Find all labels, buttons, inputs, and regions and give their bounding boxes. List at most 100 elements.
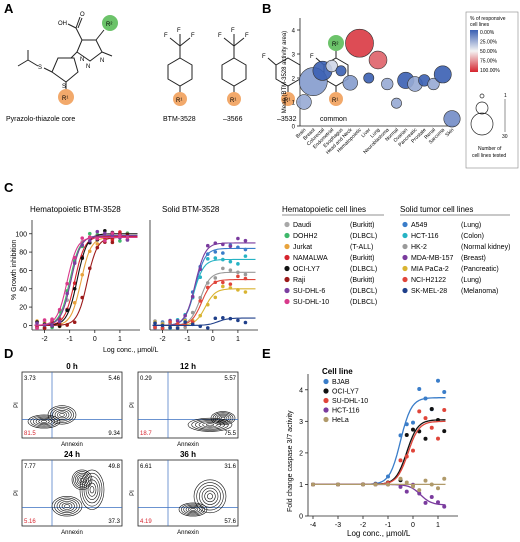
heme-curve-su-dhl-10 <box>34 236 138 326</box>
heme-point <box>50 323 54 328</box>
e-point <box>411 484 415 489</box>
e-point <box>442 476 447 481</box>
density-contour <box>181 503 205 516</box>
solid-legend-name: MIA PaCa-2 <box>411 266 449 273</box>
heme-point <box>42 318 47 322</box>
solid-legend: Solid tumor cell lines A549 (Lung) HCT-116… <box>400 205 510 295</box>
r1-circle-3528 <box>173 92 187 106</box>
f-bond-1 <box>223 37 235 47</box>
heme-point <box>72 286 77 291</box>
e-point <box>411 448 415 453</box>
f-bond-1 <box>169 37 181 47</box>
heme-point <box>57 319 62 324</box>
solid-point <box>183 314 187 318</box>
b-ylabel: Mean (BTM-3528 activity area) <box>282 31 288 113</box>
solid-curve-hk-2 <box>152 271 256 326</box>
bubble-sarcoma <box>433 65 452 84</box>
benzene-ring <box>167 57 193 87</box>
e-point <box>442 504 447 509</box>
e-legend-name: SU-DHL-10 <box>332 398 368 405</box>
flow-plots: 0 h 3.73 5.46 81.5 9.34 Annexin PI 12 h 0.29 5.57… <box>14 362 239 536</box>
e-xlabel: Log conc., µmol/L <box>347 529 411 538</box>
density-contour <box>38 418 50 424</box>
btm-3528-structure <box>167 34 193 93</box>
flow-plot-title: 36 h <box>180 450 196 459</box>
heme-point <box>87 249 92 254</box>
heme-legend-type: (T-ALL) <box>350 244 373 251</box>
e-point <box>436 436 440 441</box>
e-point <box>361 482 365 487</box>
heme-legend-type: (DLBCL) <box>350 288 377 295</box>
e-point <box>373 482 378 487</box>
solid-point <box>190 310 195 315</box>
thio-s-label: S <box>38 65 42 71</box>
r1-label-common: R¹ <box>332 98 338 104</box>
density-contour <box>59 500 75 512</box>
e-point <box>436 378 440 383</box>
solid-point <box>243 290 248 294</box>
solid-point <box>175 319 180 323</box>
heme-point <box>110 238 115 242</box>
e-point <box>398 484 403 489</box>
density-contour <box>54 409 70 420</box>
solid-point <box>236 274 240 279</box>
solid-point <box>153 321 157 326</box>
heme-legend-type: (Burkitt) <box>350 222 375 229</box>
heme-point <box>125 238 130 242</box>
e-legend-name: BJAB <box>332 379 350 386</box>
heme-legend-marker <box>284 221 290 228</box>
panel-c-label: C <box>4 180 14 195</box>
heme-point <box>110 240 115 245</box>
density-contour <box>191 418 229 431</box>
flow-plot-0: 0 h 3.73 5.46 81.5 9.34 Annexin PI <box>14 362 123 448</box>
density-contour <box>218 415 228 421</box>
f-label-3: F <box>177 28 181 34</box>
heme-y-tick-label: 80 <box>19 250 27 257</box>
methyl-bond <box>101 51 113 57</box>
solid-point <box>228 268 233 272</box>
e-point <box>429 425 434 430</box>
density-contour <box>89 486 95 494</box>
heme-legend: Hematopoietic cell lines Daudi (Burkitt) D… <box>282 205 384 306</box>
f-bond-2 <box>233 37 245 47</box>
panel-d-label: D <box>4 346 13 361</box>
e-point <box>411 420 415 425</box>
solid-curve-sk-mel-28 <box>152 317 256 326</box>
quad-ul: 3.73 <box>24 376 36 382</box>
solid-x-tick-label: -1 <box>185 336 191 343</box>
r1-circle-3532 <box>281 92 295 106</box>
heme-legend-marker <box>284 232 290 239</box>
ipr-bond <box>27 59 39 67</box>
solid-point <box>221 280 225 285</box>
heme-legend-type: (DLBCL) <box>350 233 377 240</box>
solid-legend-type: (Breast) <box>461 255 486 262</box>
heme-point <box>35 326 39 330</box>
heme-point <box>87 266 92 271</box>
core-r2-label: R² <box>106 22 112 28</box>
heme-point <box>118 233 122 238</box>
r1-circle-common <box>329 92 343 106</box>
e-point <box>429 482 434 487</box>
solid-point <box>243 238 248 243</box>
flow-ylabel: PI <box>130 490 136 496</box>
heme-legend-name: SU-DHL-10 <box>293 299 329 306</box>
flow-plot-3: 36 h 6.61 31.6 4.19 57.6 Annexin PI <box>130 450 239 536</box>
heme-curve-oci-ly7 <box>34 233 138 326</box>
e-x-tick-label: -4 <box>310 522 316 529</box>
solid-point <box>205 243 210 248</box>
heme-point <box>80 236 85 240</box>
acid-bond <box>75 27 83 41</box>
name-3566: –3566 <box>223 116 243 123</box>
size-caption-2: cell lines tested <box>472 153 506 159</box>
heme-legend-marker <box>284 298 290 305</box>
f-label-1: F <box>164 33 168 39</box>
heme-point <box>87 231 92 236</box>
pyrazole-ring <box>76 39 103 62</box>
heme-legend-name: Jurkat <box>293 244 312 251</box>
e-point <box>417 491 422 496</box>
quad-ur: 5.46 <box>108 376 120 382</box>
solid-legend-name: A549 <box>411 222 427 229</box>
flow-plot-1: 12 h 0.29 5.57 18.7 75.5 Annexin PI <box>130 362 239 448</box>
density-contour <box>187 417 233 432</box>
e-point <box>423 396 428 401</box>
